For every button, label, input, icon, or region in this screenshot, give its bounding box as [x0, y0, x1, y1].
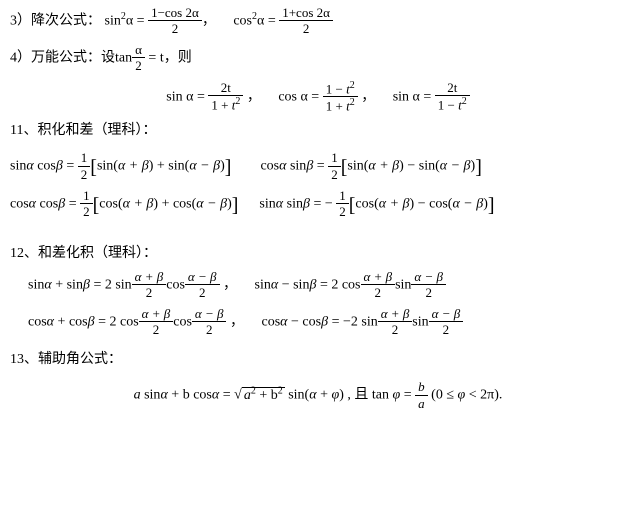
frac: 1+cos 2α2	[279, 6, 333, 37]
lbl: 4）万能公式：设tan	[10, 51, 132, 66]
line-1: sinα + sinβ = 2 sinα + β2cosα − β2 ， sin…	[28, 270, 626, 301]
section-3: 3）降次公式： sin2α = 1−cos 2α2， cos2α = 1+cos…	[10, 6, 626, 37]
heading-11: 11、积化和差（理科）：	[10, 120, 626, 141]
line-2: cosα cosβ = 12[cos(α + β) + cos(α − β)] …	[10, 189, 626, 221]
tail: = t，则	[145, 51, 192, 66]
frac: α2	[132, 43, 145, 74]
section-4-head: 4）万能公式：设tanα2 = t，则	[10, 43, 626, 74]
frac: 2t1 − t2	[435, 81, 470, 113]
line-2: cosα + cosβ = 2 cosα + β2cosα − β2 ， cos…	[28, 307, 626, 338]
aux-angle: a sinα + b cosα = √a2 + b2 sin(α + φ) , …	[10, 380, 626, 411]
e3: sin α =	[393, 89, 435, 104]
section-4-body: sin α = 2t1 + t2 ， cos α = 1 − t21 + t2 …	[10, 80, 626, 115]
frac: 1−cos 2α2	[148, 6, 202, 37]
e1: sin α =	[166, 89, 208, 104]
prod-to-sum: sinα cosβ = 12[sin(α + β) + sin(α − β)] …	[10, 151, 626, 220]
lbl: 3）降次公式：	[10, 14, 101, 29]
heading-13: 13、辅助角公式：	[10, 349, 626, 370]
t: α =	[257, 14, 279, 29]
cos: cos	[233, 14, 252, 29]
sin: sin	[105, 14, 121, 29]
sqrt: a2 + b2	[242, 387, 285, 403]
t: α =	[126, 14, 148, 29]
line-1: sinα cosβ = 12[sin(α + β) + sin(α − β)] …	[10, 151, 626, 183]
sum-to-prod: sinα + sinβ = 2 sinα + β2cosα − β2 ， sin…	[10, 270, 626, 338]
frac: 2t1 + t2	[208, 81, 243, 113]
heading-12: 12、和差化积（理科）：	[10, 243, 626, 264]
frac: 1 − t21 + t2	[323, 80, 358, 115]
e2: cos α =	[278, 89, 322, 104]
